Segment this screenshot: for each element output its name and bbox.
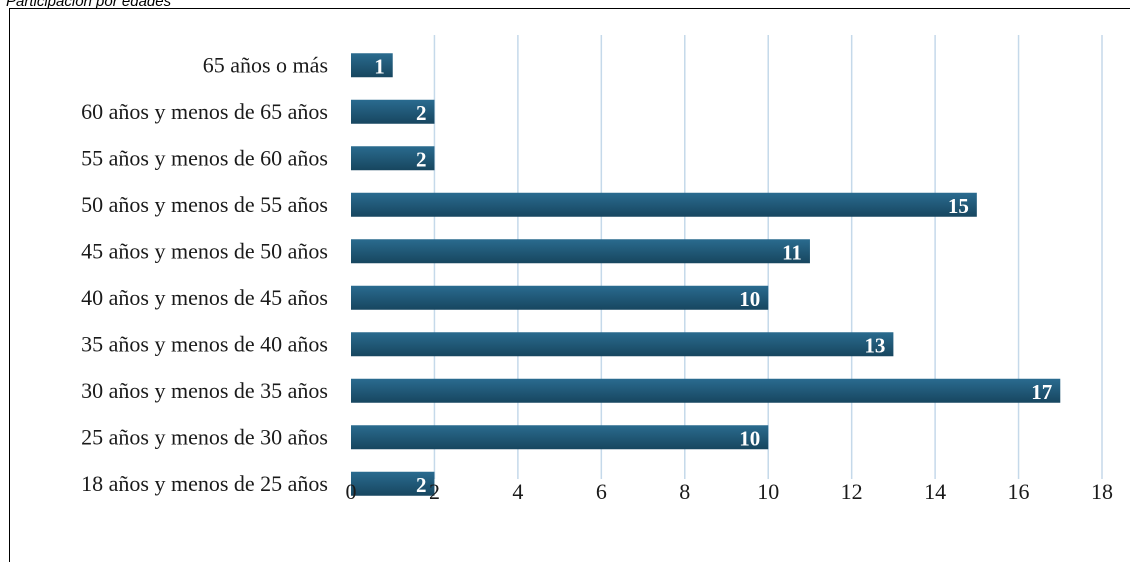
bar [351, 53, 393, 78]
bar [351, 332, 894, 357]
x-tick-label: 6 [596, 479, 607, 504]
x-axis-tick-labels: 0 2 4 6 8 10 12 14 16 18 [346, 479, 1114, 504]
category-label: 50 años y menos de 55 años [81, 192, 328, 217]
bar [351, 192, 977, 217]
bar-value-label: 10 [739, 287, 760, 311]
bar [351, 471, 435, 496]
category-label: 30 años y menos de 35 años [81, 378, 328, 403]
x-tick-label: 10 [757, 479, 779, 504]
x-tick-label: 0 [346, 479, 357, 504]
bar-value-label: 2 [416, 147, 427, 171]
category-label: 25 años y menos de 30 años [81, 424, 328, 449]
category-label: 55 años y menos de 60 años [81, 145, 328, 170]
x-tick-label: 18 [1091, 479, 1113, 504]
bar-value-label: 2 [416, 473, 427, 497]
category-label: 40 años y menos de 45 años [81, 285, 328, 310]
x-tick-label: 4 [512, 479, 523, 504]
bar-value-label: 17 [1031, 380, 1052, 404]
bar-value-label: 11 [782, 240, 802, 264]
grid-lines [433, 35, 1103, 479]
chart-caption: Participación por edades [6, 0, 172, 10]
bar [351, 378, 1061, 403]
category-label: 65 años o más [203, 52, 328, 77]
x-tick-label: 16 [1008, 479, 1030, 504]
x-tick-label: 12 [841, 479, 863, 504]
x-tick-label: 8 [679, 479, 690, 504]
category-label: 35 años y menos de 40 años [81, 331, 328, 356]
bar [351, 146, 435, 171]
bar [351, 99, 435, 124]
bar-group: 2 10 17 13 10 11 15 2 2 1 [351, 53, 1061, 497]
category-label: 60 años y menos de 65 años [81, 99, 328, 124]
bar [351, 285, 769, 310]
category-labels: 18 años y menos de 25 años 25 años y meno… [81, 52, 328, 496]
bar [351, 425, 769, 450]
bar-value-label: 10 [739, 426, 760, 450]
bar-value-label: 1 [374, 54, 385, 78]
bar-value-label: 13 [864, 333, 885, 357]
bar-value-label: 2 [416, 101, 427, 125]
bar [351, 239, 810, 264]
x-tick-label: 2 [429, 479, 440, 504]
category-label: 18 años y menos de 25 años [81, 471, 328, 496]
bar-value-label: 15 [948, 194, 969, 218]
category-label: 45 años y menos de 50 años [81, 238, 328, 263]
x-tick-label: 14 [924, 479, 946, 504]
chart-frame: 2 10 17 13 10 11 15 2 2 1 18 años y menos de 25 a… [9, 8, 1130, 562]
